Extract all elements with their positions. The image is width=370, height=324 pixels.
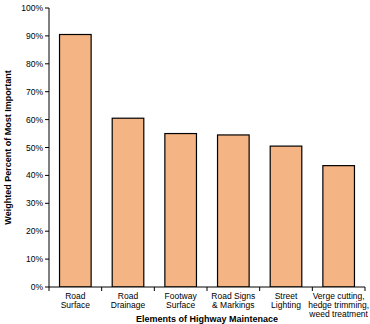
bar bbox=[270, 146, 302, 287]
y-tick-label: 20% bbox=[26, 226, 43, 236]
y-tick bbox=[45, 63, 49, 64]
y-tick bbox=[45, 287, 49, 288]
x-tick-label: Road Signs& Markings bbox=[211, 291, 255, 310]
x-tick-label: FootwaySurface bbox=[165, 291, 198, 310]
x-tick bbox=[101, 287, 102, 291]
y-tick bbox=[45, 35, 49, 36]
x-tick-label-line: & Markings bbox=[212, 300, 255, 310]
bar bbox=[60, 35, 92, 287]
x-tick-label-line: Surface bbox=[61, 300, 91, 310]
y-tick bbox=[45, 175, 49, 176]
y-tick bbox=[45, 119, 49, 120]
y-tick-label: 60% bbox=[26, 115, 43, 125]
y-tick-label: 0% bbox=[31, 282, 44, 292]
x-tick-label-line: Lighting bbox=[271, 300, 301, 310]
x-tick-label-line: Surface bbox=[166, 300, 196, 310]
bar bbox=[323, 166, 355, 287]
x-axis-label: Elements of Highway Maintenace bbox=[136, 314, 278, 324]
y-tick bbox=[45, 203, 49, 204]
y-tick-label: 50% bbox=[26, 143, 43, 153]
bar bbox=[165, 134, 197, 287]
bars bbox=[60, 35, 355, 287]
bar bbox=[218, 135, 250, 287]
y-tick bbox=[45, 147, 49, 148]
x-tick bbox=[259, 287, 260, 291]
y-tick-label: 90% bbox=[26, 31, 43, 41]
y-tick-label: 70% bbox=[26, 87, 43, 97]
y-tick-label: 100% bbox=[21, 3, 43, 13]
x-tick-label: RoadSurface bbox=[61, 291, 91, 310]
y-axis-label: Weighted Percent of Most Important bbox=[3, 70, 13, 224]
y-tick-label: 40% bbox=[26, 170, 43, 180]
x-tick-label-line: weed treatment bbox=[308, 309, 368, 319]
x-tick-label: StreetLighting bbox=[271, 291, 301, 310]
y-tick-label: 80% bbox=[26, 59, 43, 69]
chart-container: 0% 10% 20% 30% 40% 50% 60% 70% 80% 90% 100% RoadSur… bbox=[0, 0, 370, 324]
x-tick bbox=[207, 287, 208, 291]
y-tick-label: 30% bbox=[26, 198, 43, 208]
y-tick bbox=[45, 91, 49, 92]
y-tick-label: 10% bbox=[26, 254, 43, 264]
chart-svg: 0% 10% 20% 30% 40% 50% 60% 70% 80% 90% 100% RoadSur… bbox=[0, 0, 370, 324]
y-tick bbox=[45, 231, 49, 232]
x-tick bbox=[154, 287, 155, 291]
y-tick bbox=[45, 259, 49, 260]
x-tick-label: RoadDrainage bbox=[111, 291, 146, 310]
x-tick-label-line: Drainage bbox=[111, 300, 146, 310]
y-tick bbox=[45, 8, 49, 9]
x-tick bbox=[49, 287, 50, 291]
x-tick-label: Verge cutting,hedge trimming,weed treatm… bbox=[308, 291, 369, 319]
bar bbox=[112, 118, 144, 287]
